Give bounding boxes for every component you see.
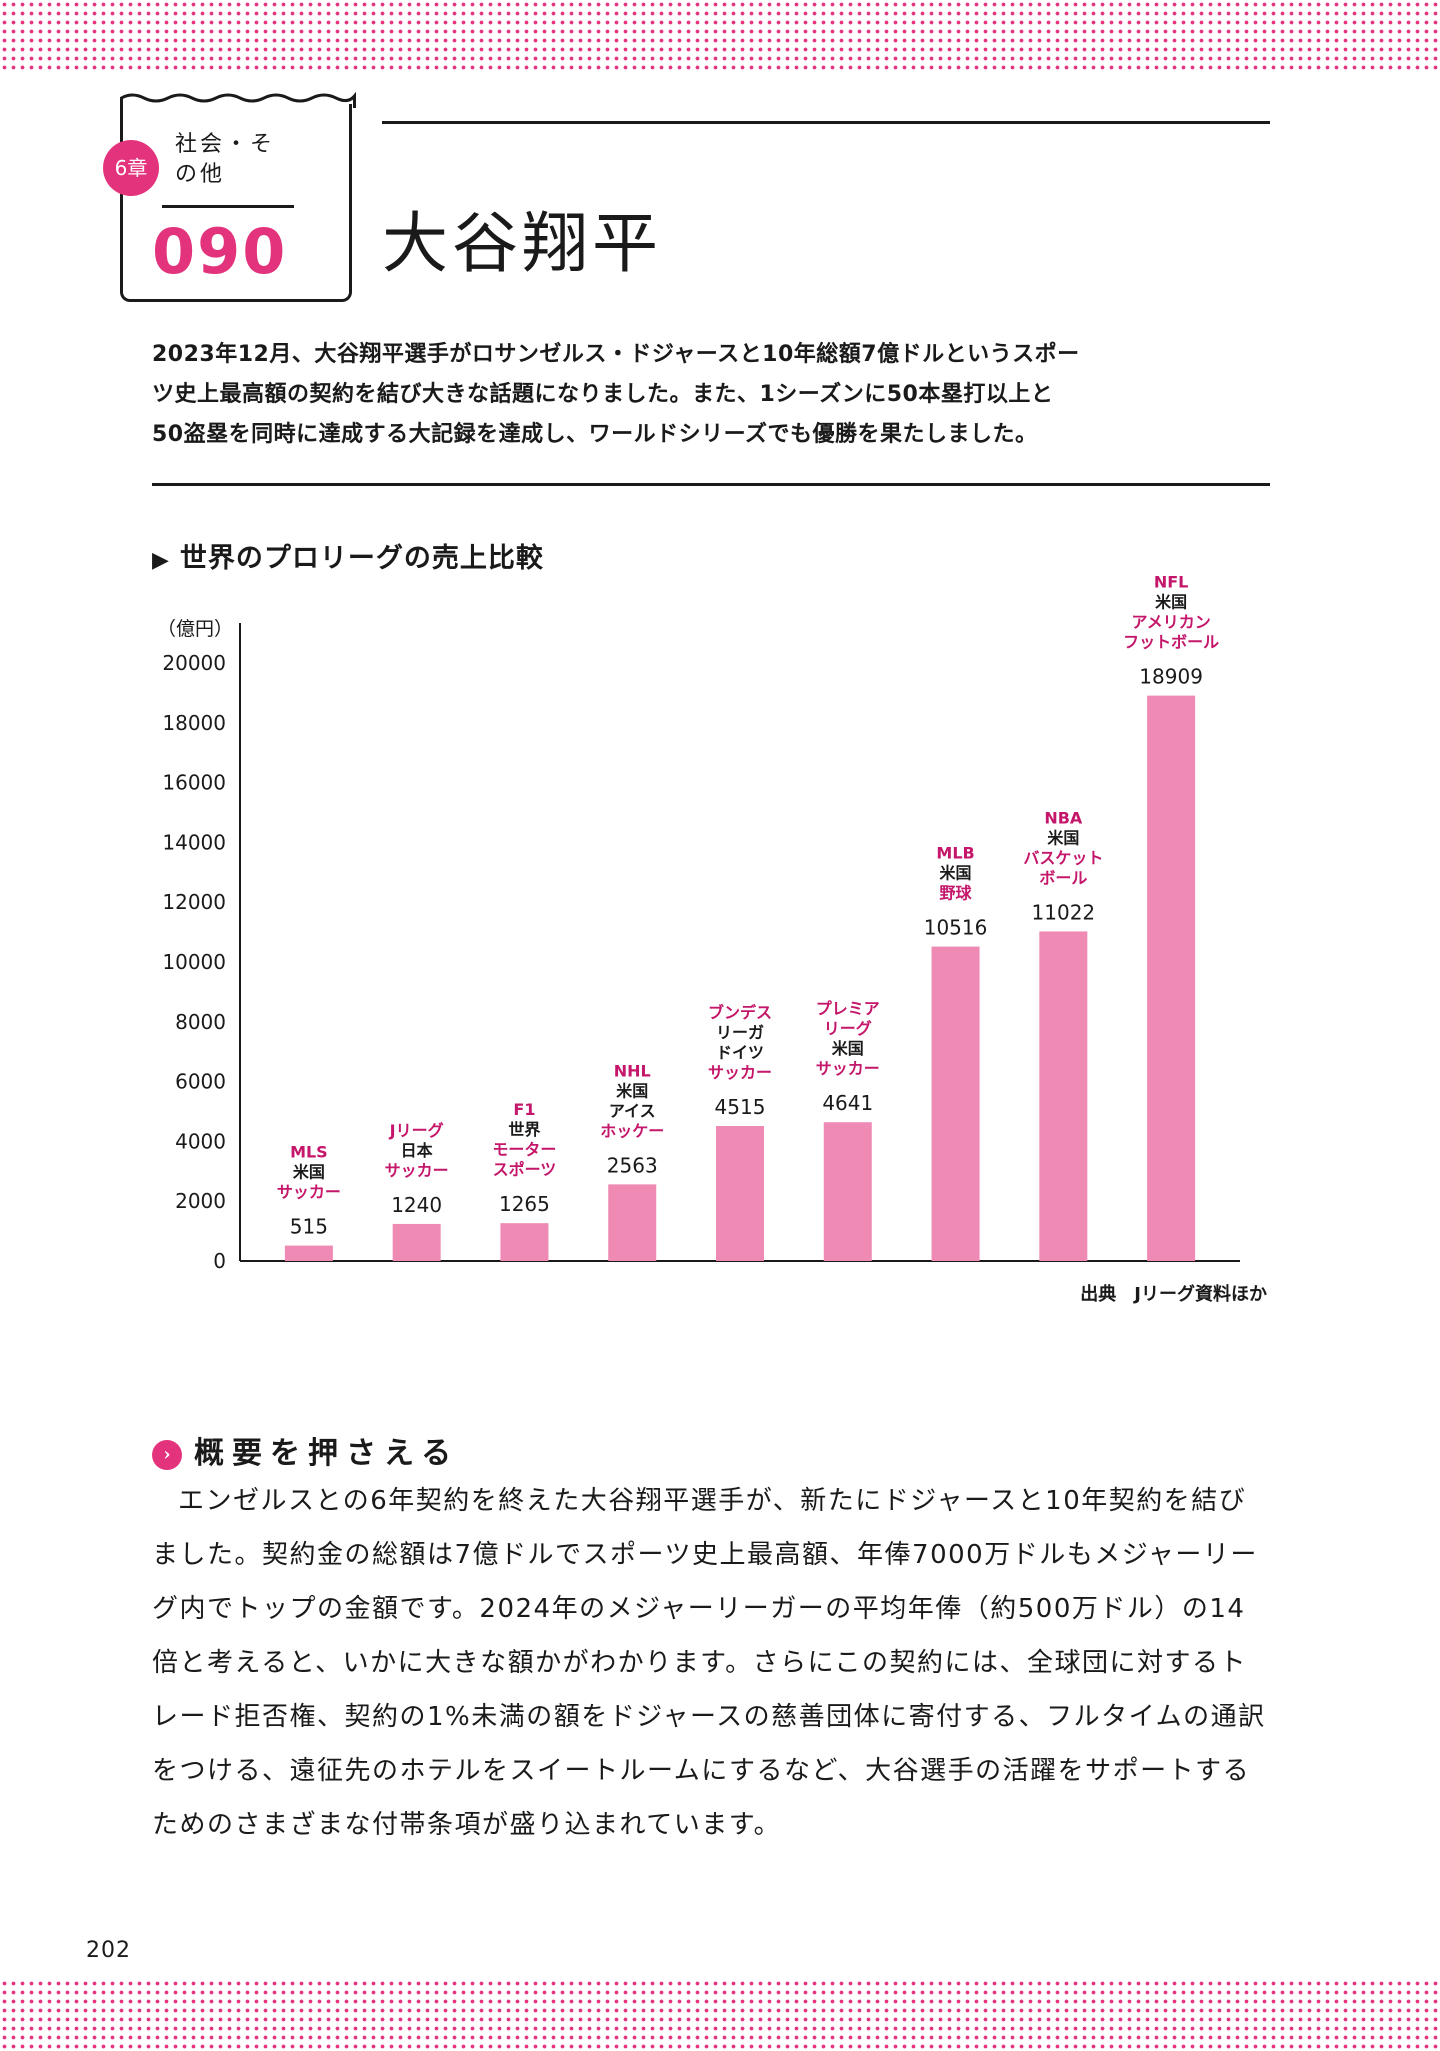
category-desc: サッカー — [277, 1183, 341, 1202]
section-rule — [152, 483, 1270, 486]
y-tick-label: 18000 — [162, 711, 226, 735]
category-desc: モーター — [492, 1140, 556, 1159]
category-desc: スポーツ — [493, 1160, 557, 1179]
category-desc: バスケット — [1023, 848, 1103, 867]
data-label: 18909 — [1139, 665, 1203, 689]
torn-edge-icon — [120, 91, 356, 108]
category-desc: 米国 — [616, 1081, 648, 1100]
bar — [1147, 695, 1196, 1261]
chart-source: 出典 Jリーグ資料ほか — [1080, 1284, 1267, 1305]
chevron-right-icon: › — [152, 1440, 182, 1470]
category-name: MLS — [290, 1143, 328, 1162]
category-desc: フットボール — [1123, 633, 1219, 652]
chart-title-text: 世界のプロリーグの売上比較 — [179, 543, 544, 574]
triangle-right-icon: ▶ — [152, 548, 170, 573]
chart-title: ▶ 世界のプロリーグの売上比較 — [152, 536, 544, 575]
category-desc: サッカー — [385, 1161, 449, 1180]
category-desc: サッカー — [816, 1059, 880, 1078]
data-label: 4515 — [715, 1095, 766, 1119]
category-desc: 世界 — [508, 1120, 540, 1139]
category-desc: 日本 — [401, 1141, 433, 1160]
category-name: F1 — [513, 1100, 535, 1119]
lead-line: 2023年12月、大谷翔平選手がロサンゼルス・ドジャースと10年総額7億ドルとい… — [152, 342, 1080, 367]
data-label: 2563 — [607, 1153, 658, 1177]
category-desc: ドイツ — [716, 1043, 764, 1062]
page-number: 202 — [86, 1938, 131, 1963]
bar — [823, 1122, 872, 1261]
lead-paragraph: 2023年12月、大谷翔平選手がロサンゼルス・ドジャースと10年総額7億ドルとい… — [152, 335, 1270, 455]
y-tick-label: 14000 — [162, 830, 226, 854]
page-title: 大谷翔平 — [382, 205, 662, 282]
category-name: MLB — [936, 844, 974, 863]
category-desc: サッカー — [708, 1063, 772, 1082]
data-label: 1265 — [499, 1192, 550, 1216]
overview-heading: › 概要を押さえる — [152, 1428, 459, 1472]
category-name: Jリーグ — [389, 1121, 444, 1140]
lead-line: 50盗塁を同時に達成する大記録を達成し、ワールドシリーズでも優勝を果たしました。 — [152, 422, 1038, 447]
y-tick-label: 4000 — [175, 1129, 226, 1153]
lead-line: ツ史上最高額の契約を結び大きな話題になりました。また、1シーズンに50本塁打以上… — [152, 382, 1054, 407]
category-name: プレミア — [816, 999, 880, 1018]
bar — [392, 1223, 441, 1261]
category-name: NHL — [614, 1061, 651, 1080]
title-rule — [382, 121, 1270, 124]
category-name: ブンデス — [708, 1003, 772, 1022]
bar — [1039, 931, 1088, 1261]
bar — [608, 1184, 657, 1261]
bar — [500, 1223, 549, 1261]
top-dot-border — [0, 0, 1440, 72]
chapter-box — [120, 91, 356, 302]
overview-body: エンゼルスとの6年契約を終えた大谷翔平選手が、新たにドジャースと10年契約を結び… — [152, 1486, 1266, 1840]
bar — [284, 1245, 333, 1261]
y-tick-label: 12000 — [162, 890, 226, 914]
bar — [931, 946, 980, 1261]
category-desc: 米国 — [1155, 593, 1187, 612]
category-desc: 米国 — [293, 1163, 325, 1182]
category-desc: ボール — [1039, 868, 1087, 887]
category-desc: 米国 — [940, 864, 972, 883]
category-desc: 米国 — [832, 1039, 864, 1058]
category-name: NBA — [1044, 808, 1083, 827]
category-desc: アメリカン — [1132, 613, 1211, 632]
y-tick-label: 10000 — [162, 950, 226, 974]
bottom-dot-border — [0, 1979, 1440, 2051]
y-tick-label: 20000 — [162, 651, 226, 675]
overview-heading-text: 概要を押さえる — [194, 1436, 460, 1471]
y-tick-label: 8000 — [175, 1010, 226, 1034]
chapter-badge: 6章 — [103, 140, 159, 196]
bar-chart: （億円） 0 2000 4000 6000 8000 10000 12000 14000 1600… — [157, 573, 1240, 1273]
y-tick-label: 0 — [213, 1249, 226, 1273]
chapter-divider — [162, 205, 294, 208]
topic-number: 090 — [152, 215, 288, 288]
category-name: NFL — [1154, 573, 1189, 592]
category-desc: 野球 — [940, 884, 973, 903]
category-desc: リーガ — [716, 1023, 764, 1042]
data-label: 10516 — [924, 916, 988, 940]
y-tick-label: 2000 — [175, 1189, 226, 1213]
data-label: 515 — [290, 1215, 328, 1239]
data-label: 11022 — [1032, 900, 1096, 924]
data-label: 4641 — [822, 1091, 873, 1115]
bar — [716, 1126, 764, 1261]
data-label: 1240 — [391, 1193, 442, 1217]
category-desc: リーグ — [824, 1019, 872, 1038]
category-desc: 米国 — [1047, 828, 1079, 847]
y-tick-label: 16000 — [162, 771, 226, 795]
category-desc: ホッケー — [600, 1121, 664, 1140]
y-axis-label: （億円） — [157, 618, 233, 640]
chapter-name: 社会・その他 — [175, 132, 276, 187]
category-desc: アイス — [609, 1101, 656, 1120]
y-tick-label: 6000 — [175, 1070, 226, 1094]
